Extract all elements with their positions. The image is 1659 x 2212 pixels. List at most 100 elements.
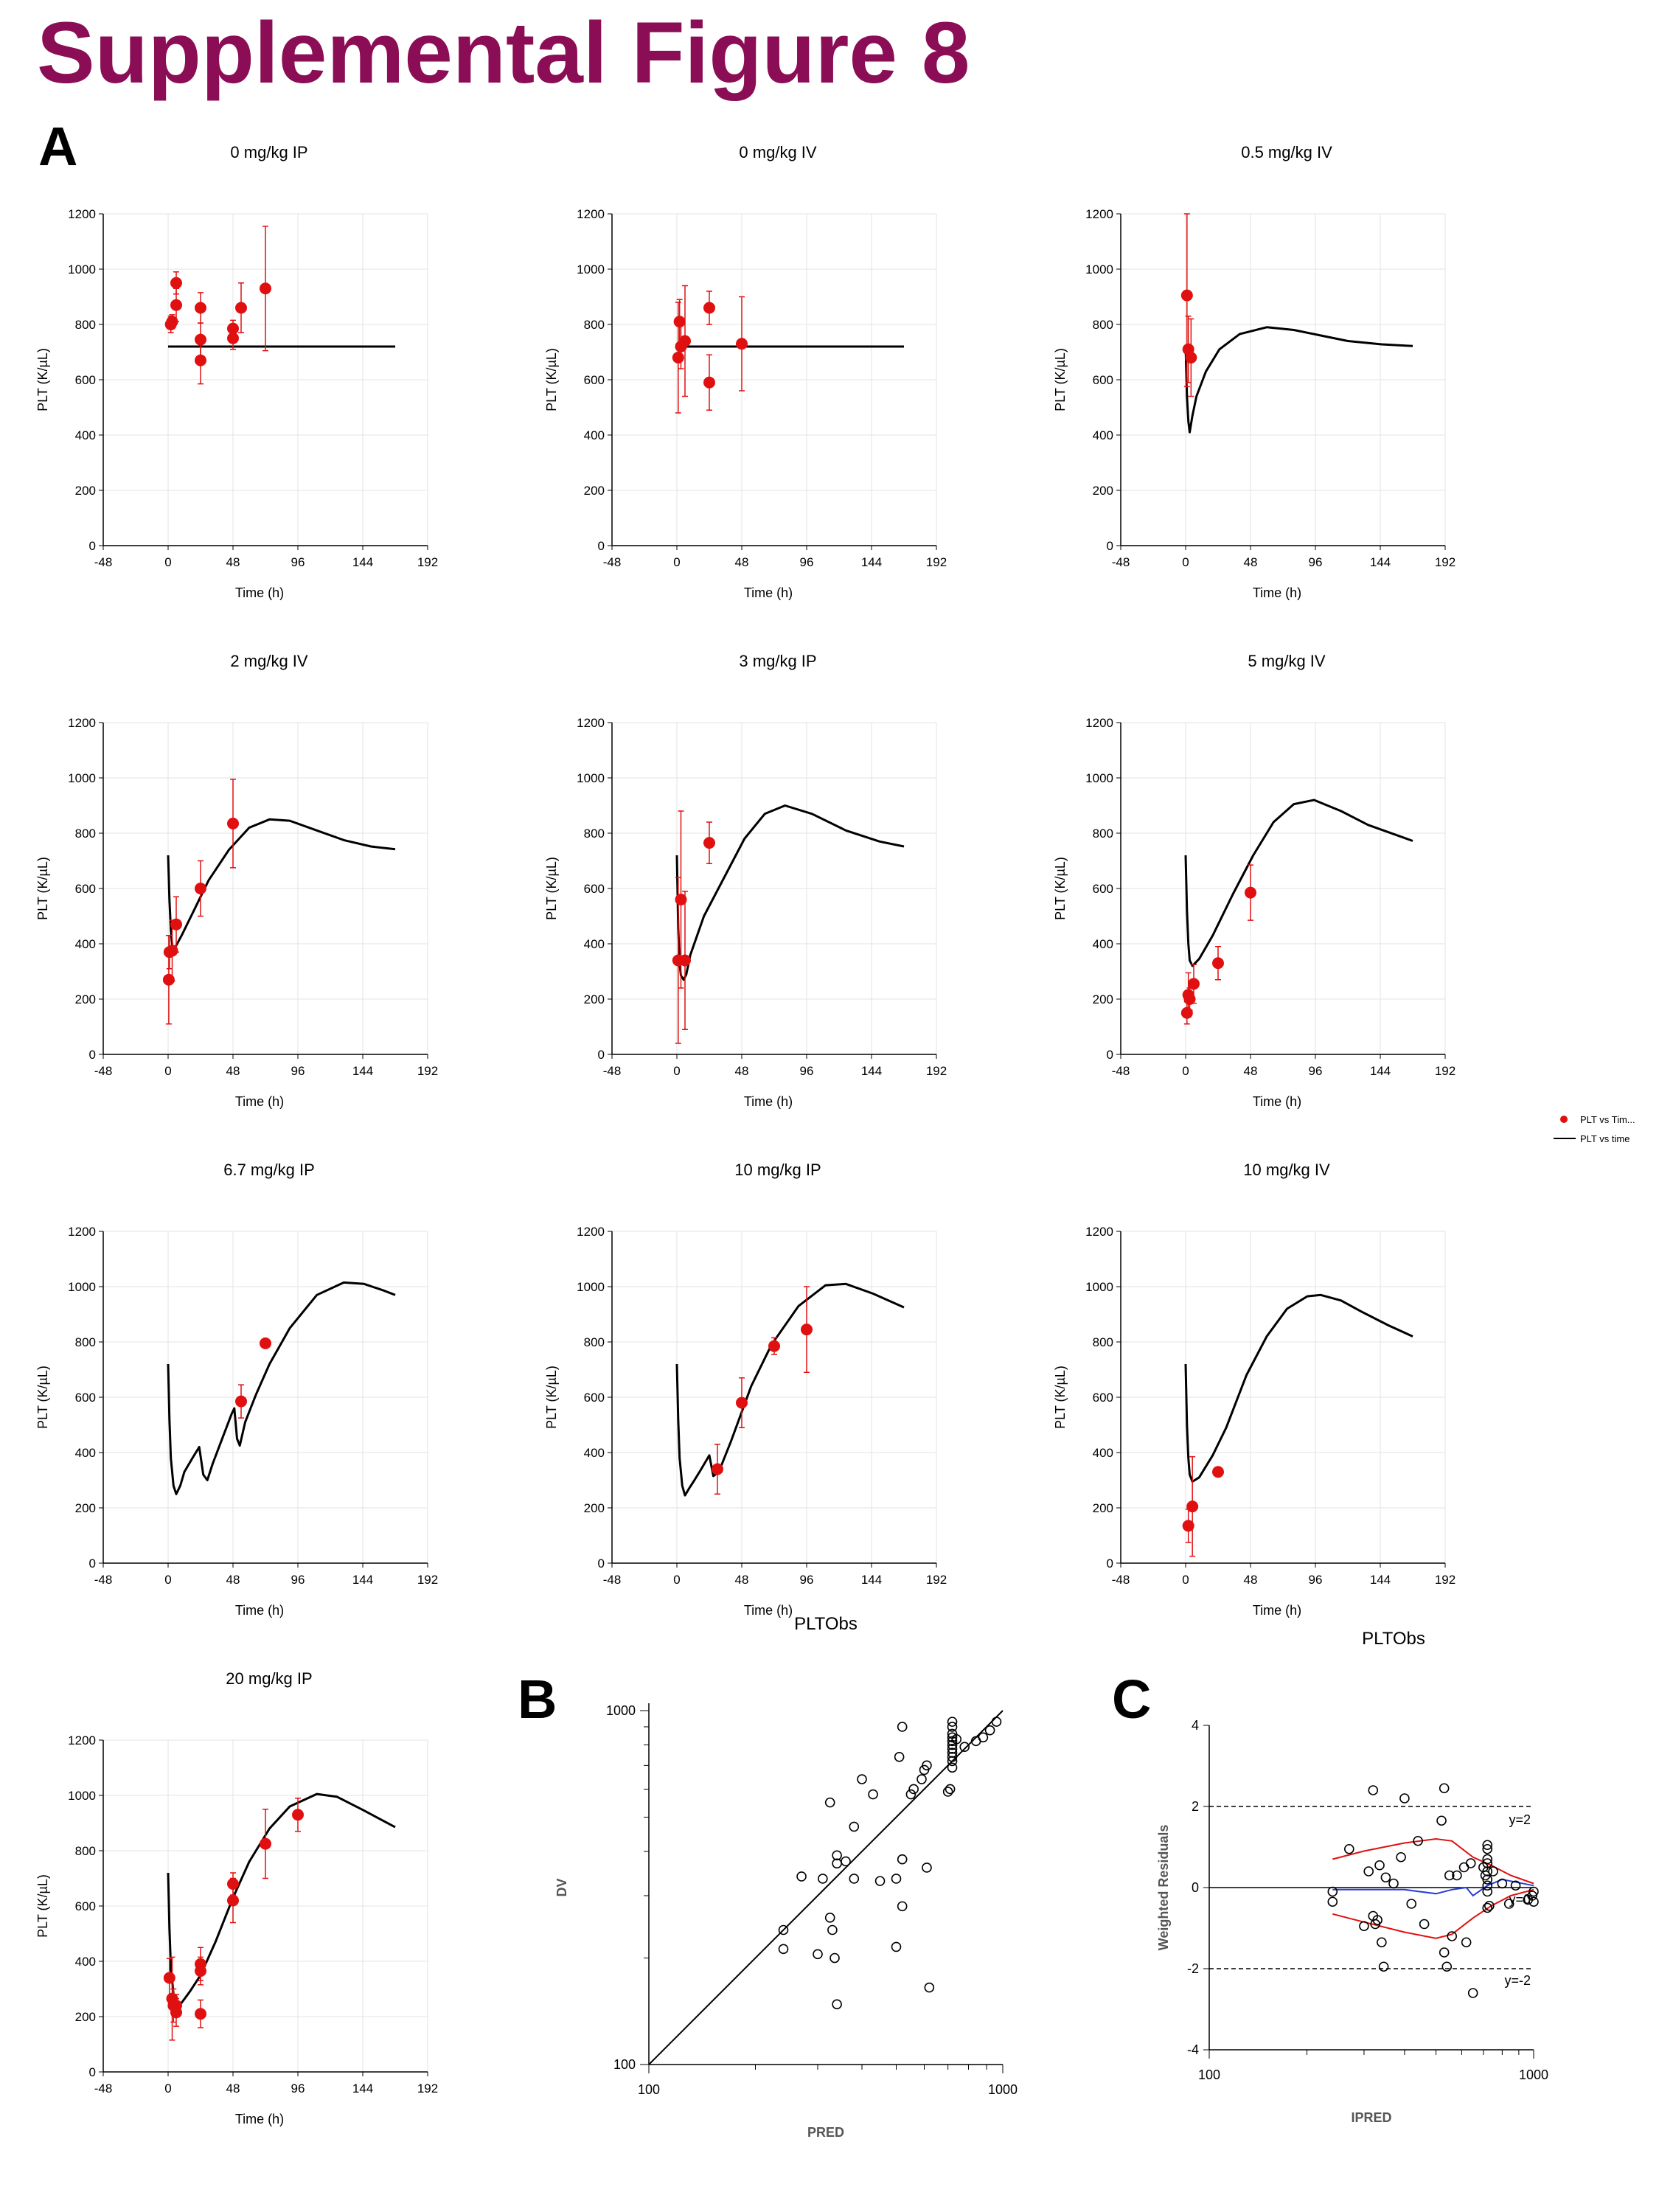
x-tick-label: 0 <box>164 555 171 569</box>
data-point <box>947 1717 958 1727</box>
data-point <box>1359 1921 1369 1932</box>
x-tick-label: 96 <box>291 2081 305 2096</box>
data-point <box>1528 1886 1539 1897</box>
y-tick-label: 400 <box>1093 1446 1113 1460</box>
data-point <box>796 1871 807 1882</box>
y-tick-label: 1200 <box>68 1225 96 1239</box>
x-tick-label: 48 <box>1244 555 1258 569</box>
plot-svg: 0.5 mg/kg IV 0 200 400 600 800 1000 1200 -48 0 48 9… <box>1053 143 1455 600</box>
data-point <box>984 1725 995 1736</box>
data-point <box>947 1722 958 1732</box>
observed-point <box>195 354 206 366</box>
y-tick-label: 200 <box>75 2010 96 2024</box>
observed-point <box>801 1324 813 1336</box>
plot-svg: 10 mg/kg IV 0 200 400 600 800 1000 1200 -48 0 48 96… <box>1053 1161 1455 1618</box>
observed-point <box>1180 289 1193 302</box>
data-point <box>1482 1866 1493 1877</box>
plot-title: 6.7 mg/kg IP <box>223 1161 315 1179</box>
chart-0-5-mgkg-iv: 0.5 mg/kg IV 0 200 400 600 800 1000 1200 -48 0 48 9… <box>1047 133 1489 638</box>
legend-label-observed: PLT vs Tim... <box>1580 1113 1635 1125</box>
x-tick-label: 96 <box>291 555 305 569</box>
plot-title: 10 mg/kg IV <box>1243 1161 1330 1179</box>
observed-point <box>260 282 271 295</box>
data-point <box>824 1797 835 1808</box>
x-tick-label: -48 <box>94 1064 113 1078</box>
x-tick-label: 96 <box>1309 1064 1323 1078</box>
plot-title: 0 mg/kg IP <box>230 143 307 161</box>
y-tick-label: 1000 <box>1085 262 1113 276</box>
observed-point <box>170 918 182 931</box>
y-tick-label: 400 <box>75 1446 96 1460</box>
reference-line-label: y=-2 <box>1504 1973 1531 1988</box>
y-tick-label: 0 <box>89 1048 96 1062</box>
data-point <box>1482 1902 1493 1913</box>
data-point <box>951 1734 962 1745</box>
y-tick-label: 600 <box>1093 373 1113 387</box>
observed-point <box>672 352 684 364</box>
y-tick-label: 1200 <box>68 716 96 730</box>
y-tick-label: 0 <box>598 1557 605 1571</box>
data-point <box>1388 1878 1399 1889</box>
x-tick-label: 48 <box>735 1573 749 1587</box>
y-tick-label: 1000 <box>1085 771 1113 785</box>
data-point <box>874 1876 886 1886</box>
x-tick-label: 144 <box>1370 1064 1391 1078</box>
observed-point <box>227 332 239 344</box>
x-tick-label: 192 <box>1435 1573 1455 1587</box>
data-point <box>1482 1874 1493 1885</box>
x-tick-label: 0 <box>673 1064 680 1078</box>
panel-letter-b: B <box>518 1669 557 1730</box>
y-tick-label: 800 <box>584 1335 605 1349</box>
y-axis-label: PLT (K/µL) <box>1053 857 1068 920</box>
chart-10-mgkg-iv: 10 mg/kg IV 0 200 400 600 800 1000 1200 -48 0 48 96… <box>1047 1150 1489 1655</box>
y-tick-label: 1000 <box>68 262 96 276</box>
data-point <box>1327 1886 1338 1897</box>
x-tick-label: 192 <box>1435 555 1455 569</box>
data-point <box>1482 1858 1493 1868</box>
model-curve <box>1184 1293 1413 1483</box>
y-tick-label: 600 <box>1093 1391 1113 1405</box>
x-tick-label: 0 <box>673 1573 680 1587</box>
x-tick-label: 144 <box>861 1573 882 1587</box>
x-tick-label: 192 <box>926 555 947 569</box>
data-point <box>1482 1880 1493 1891</box>
data-point <box>947 1762 958 1773</box>
x-tick-label: 144 <box>352 1064 373 1078</box>
legend-line-icon <box>1551 1133 1580 1144</box>
y-axis-label: Weighted Residuals <box>1156 1825 1171 1951</box>
x-axis-label: Time (h) <box>235 1603 284 1618</box>
data-point <box>832 1999 842 2010</box>
data-point <box>922 1863 932 1873</box>
x-tick-label: 144 <box>352 555 373 569</box>
plot-svg: 0 mg/kg IV 0 200 400 600 800 1000 1200 -48 0 48 96 1… <box>544 143 947 600</box>
data-point <box>1399 1793 1410 1804</box>
plot-title: 5 mg/kg IV <box>1248 652 1325 670</box>
chart-20-mgkg-ip: 20 mg/kg IP 0 200 400 600 800 1000 1200 -48 0 48 96… <box>29 1659 472 2164</box>
data-point <box>1528 1896 1539 1907</box>
data-point <box>891 1874 902 1884</box>
data-point <box>947 1743 958 1754</box>
plot-svg: PLTObs -4 -2 0 2 4 100 1000 IPRED Weighted Residu… <box>1156 1629 1548 2125</box>
x-tick-label: 0 <box>673 555 680 569</box>
legend-marker-icon <box>1551 1114 1580 1124</box>
data-point <box>813 1949 823 1960</box>
chart-3-mgkg-ip: 3 mg/kg IP 0 200 400 600 800 1000 1200 -48 0 48 96 1… <box>538 641 981 1147</box>
chart-5-mgkg-iv: 5 mg/kg IV 0 200 400 600 800 1000 1200 -48 0 48 96 1… <box>1047 641 1489 1147</box>
y-tick-label: -4 <box>1187 2042 1199 2057</box>
y-tick-label: 1000 <box>1085 1280 1113 1294</box>
y-axis-label: PLT (K/µL) <box>544 348 559 411</box>
y-tick-label: 800 <box>75 827 96 841</box>
y-tick-label: 800 <box>75 318 96 332</box>
x-axis-label: Time (h) <box>235 2112 284 2126</box>
observed-point <box>712 1463 723 1475</box>
x-tick-label: 48 <box>226 1573 240 1587</box>
y-tick-label: 4 <box>1192 1718 1199 1733</box>
observed-point <box>675 894 687 905</box>
model-curve <box>167 1281 396 1495</box>
observed-point <box>736 1397 748 1409</box>
y-tick-label: 400 <box>75 937 96 951</box>
x-tick-label: 48 <box>226 2081 240 2096</box>
y-axis-label: PLT (K/µL) <box>35 857 50 920</box>
data-point <box>894 1751 905 1762</box>
plot-svg: 6.7 mg/kg IP 0 200 400 600 800 1000 1200 -48 0 48 9… <box>35 1161 438 1618</box>
